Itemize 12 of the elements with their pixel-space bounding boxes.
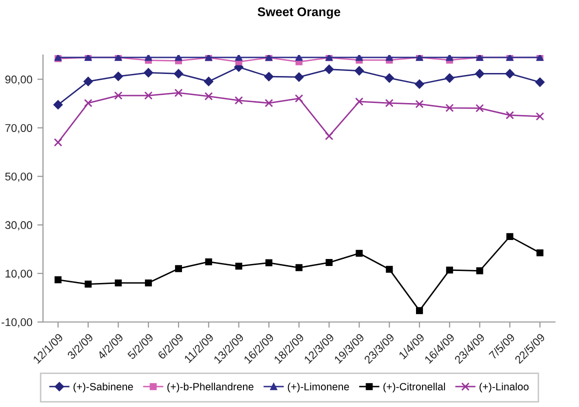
y-tick-label: 30,00: [5, 221, 32, 230]
legend-label: (+)-Limonene: [288, 382, 349, 392]
y-tick-label: 10,00: [6, 270, 32, 279]
chart-title: Sweet Orange: [258, 7, 340, 19]
y-tick-label: -10,00: [2, 318, 32, 328]
y-tick-label: 70,00: [5, 124, 32, 134]
legend-label: (+)-b-Phellandrene: [167, 382, 254, 392]
y-tick-label: 90,00: [5, 76, 32, 85]
legend-label: (+)-Linaloo: [480, 382, 529, 392]
legend-label: (+)-Citronellal: [383, 382, 445, 392]
legend-label: (+)-Sabinene: [74, 382, 133, 392]
y-tick-label: 50,00: [5, 172, 32, 182]
